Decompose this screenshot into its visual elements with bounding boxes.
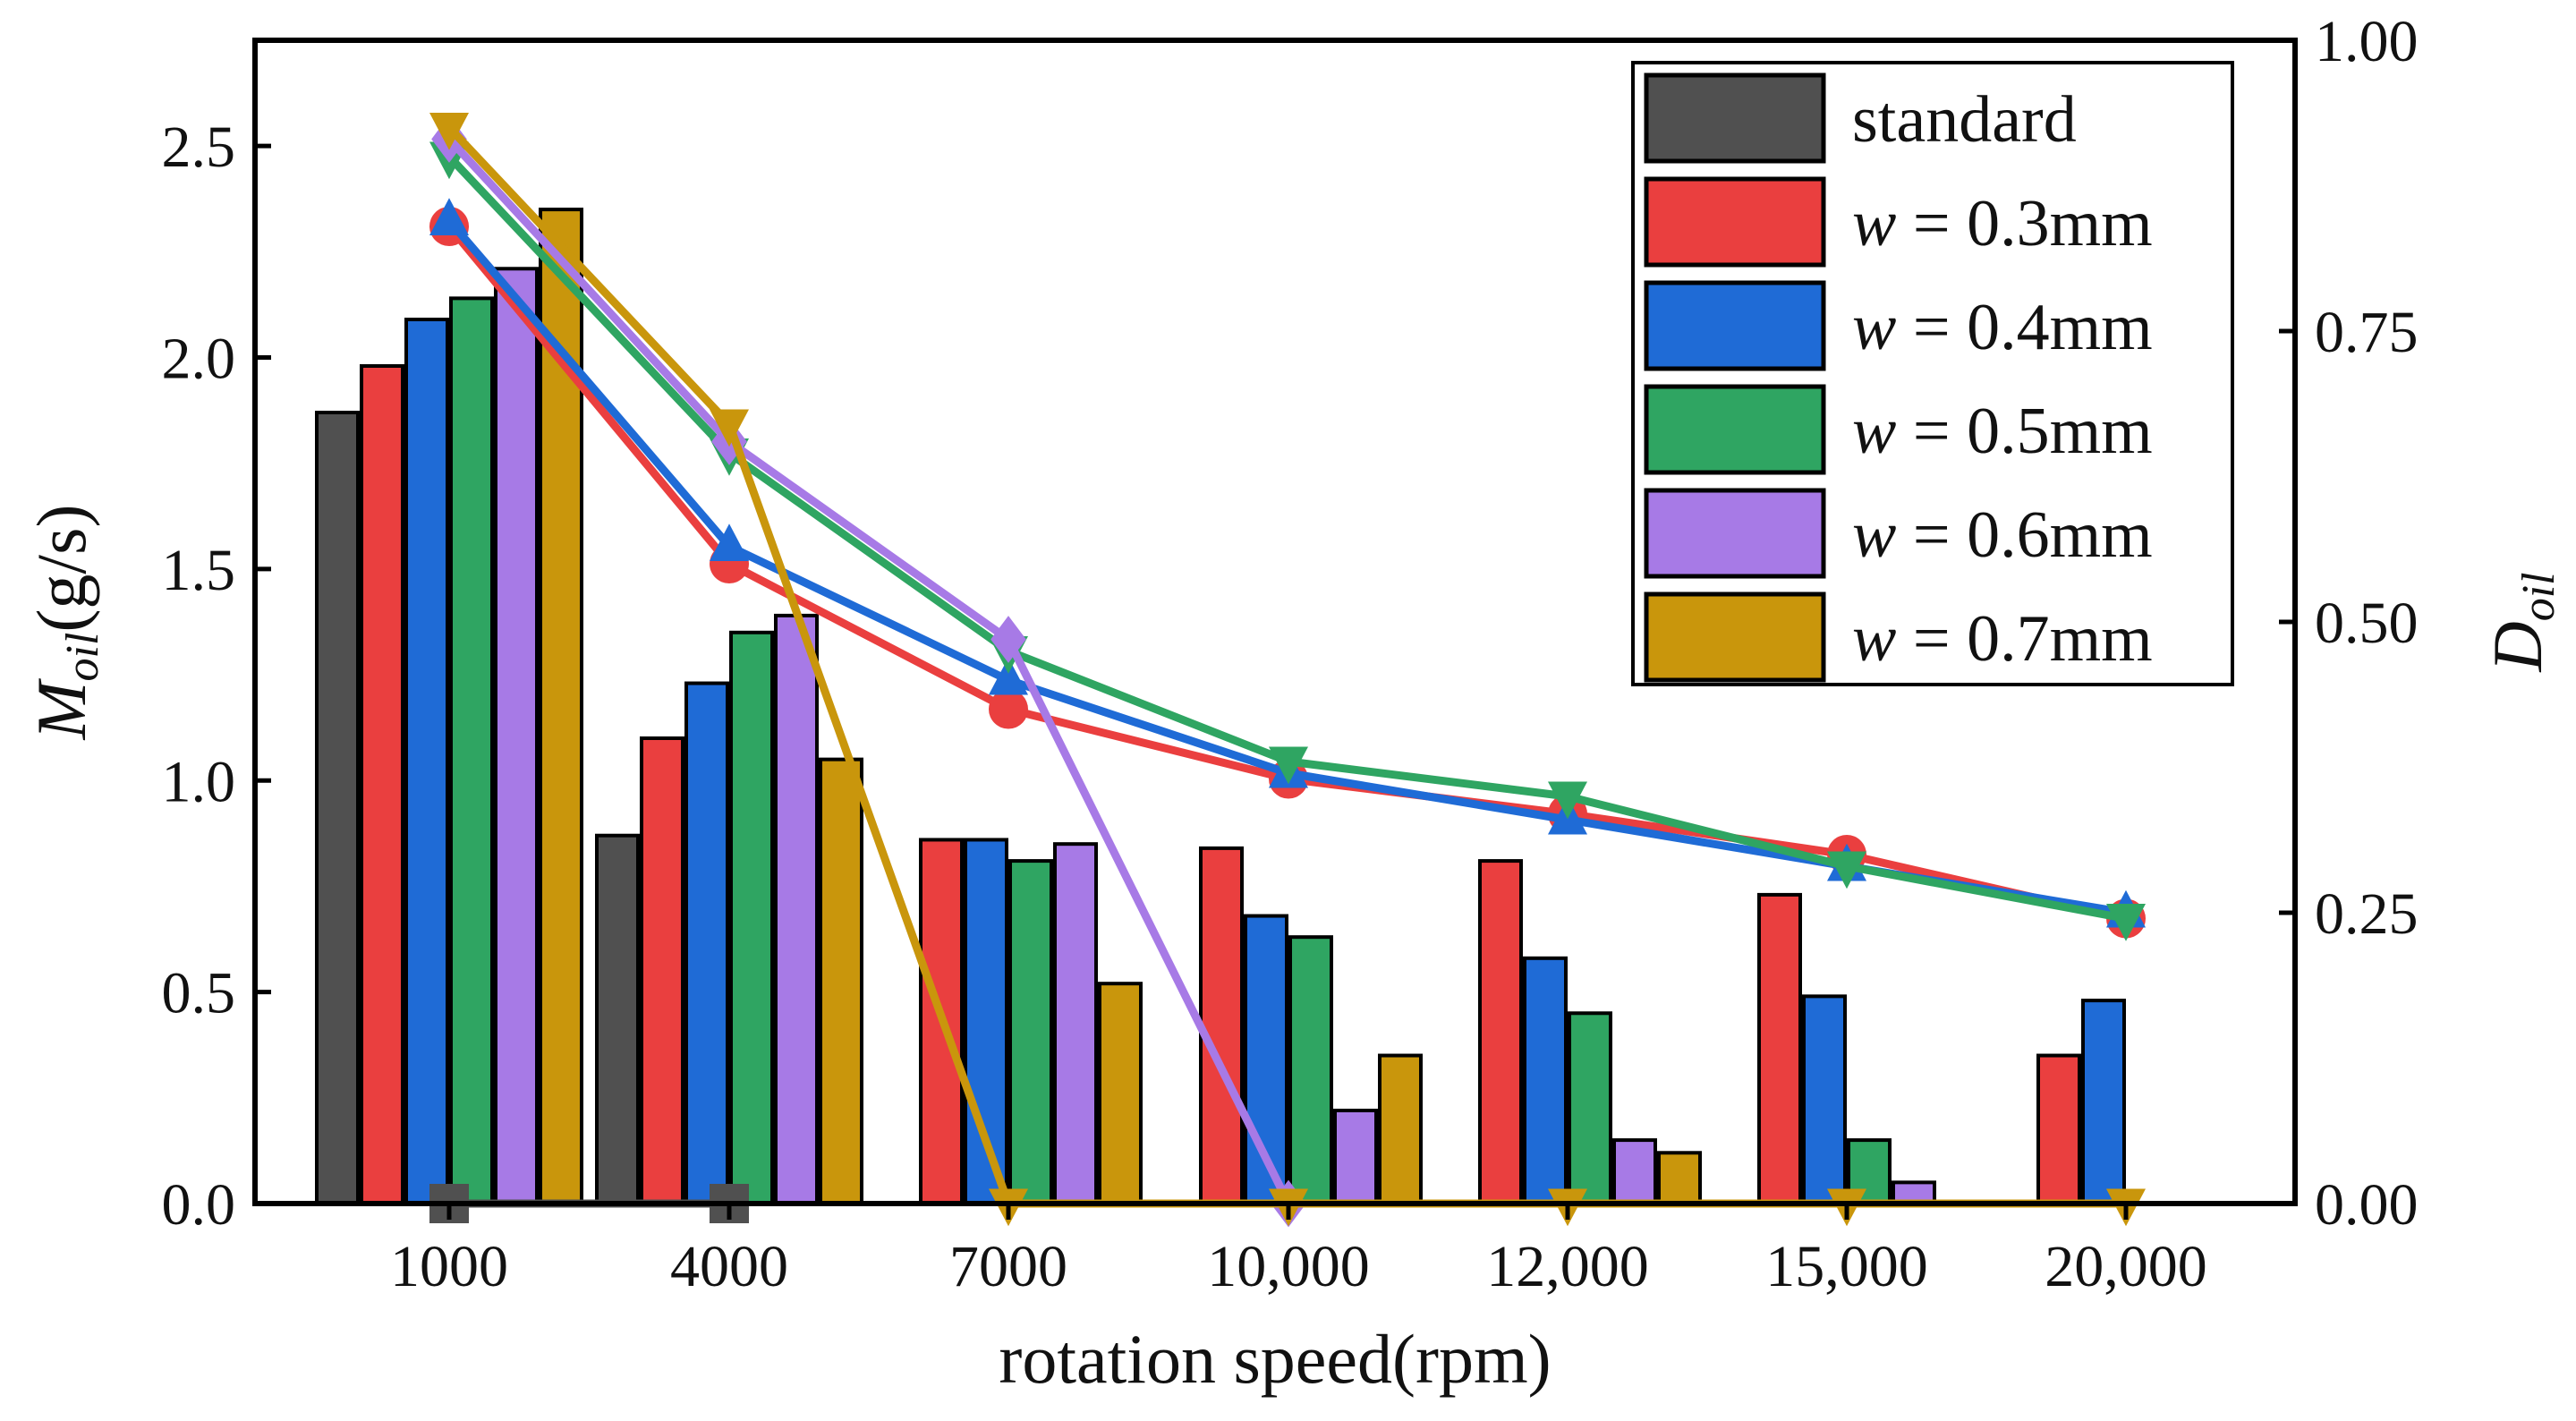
legend-label: w = 0.4mm (1852, 291, 2153, 364)
legend-swatch-w-0-7mm (1644, 591, 1826, 683)
bar-layer (315, 208, 2126, 1206)
bar-w-0-3mm-15,000 (1757, 892, 1802, 1206)
y2-axis-title: Doil (2478, 572, 2564, 672)
bar-w-0-5mm-4000 (729, 630, 774, 1205)
y-axis-title: Moil(g/s) (22, 505, 108, 741)
legend-box (1631, 61, 2234, 686)
bar-w-0-3mm-12,000 (1478, 859, 1523, 1205)
y-tick-label: 0.5 (162, 961, 236, 1026)
legend-swatch-w-0-3mm (1644, 176, 1826, 268)
legend-label: w = 0.3mm (1852, 187, 2153, 260)
marker-w-0-6mm-7000 (990, 616, 1026, 663)
bar-w-0-6mm-4000 (774, 613, 819, 1205)
marker-w-0-7mm-4000 (710, 409, 749, 447)
y-tick-label: 1.0 (162, 749, 236, 814)
bar-w-0-7mm-12,000 (1657, 1151, 1702, 1205)
bar-w-0-6mm-10,000 (1333, 1109, 1378, 1205)
y2-axis-title-sub: oil (2513, 572, 2564, 621)
legend-label-var: w (1852, 291, 1896, 364)
marker-w-0-7mm-1000 (429, 113, 469, 150)
bar-w-0-7mm-7000 (1098, 982, 1143, 1205)
legend-label: standard (1852, 83, 2077, 157)
tick-layer: 0.0 0.5 1.0 1.5 2.0 2.5 0.00 0.25 0.50 0.75 1.00 10… (162, 9, 2419, 1299)
legend-swatch-standard (1644, 72, 1826, 164)
legend-label-value: standard (1852, 83, 2077, 157)
marker-w-0-5mm-10,000 (1269, 746, 1308, 785)
x-tick-label: 15,000 (1765, 1234, 1928, 1299)
bar-w-0-7mm-4000 (819, 757, 863, 1205)
legend-label-var: w (1852, 498, 1896, 572)
legend-swatch-w-0-4mm (1644, 280, 1826, 371)
marker-w-0-3mm-7000 (989, 689, 1028, 729)
y2-tick-label: 0.25 (2315, 881, 2419, 947)
marker-w-0-5mm-12,000 (1548, 781, 1587, 820)
y-axis-title-sub: oil (57, 633, 108, 682)
bar-w-0-3mm-4000 (640, 736, 684, 1205)
bar-w-0-6mm-7000 (1053, 842, 1098, 1205)
legend-label-var: w (1852, 602, 1896, 676)
y2-tick-label: 0.75 (2315, 300, 2419, 365)
legend-label-var: w (1852, 187, 1896, 260)
bar-w-0-4mm-12,000 (1523, 956, 1568, 1206)
legend-label-value: = 0.3mm (1896, 187, 2152, 260)
marker-w-0-4mm-4000 (710, 523, 749, 561)
bar-standard-4000 (595, 833, 640, 1206)
legend-swatch-w-0-6mm (1644, 488, 1826, 579)
y2-tick-label: 0.00 (2315, 1172, 2419, 1238)
bar-w-0-6mm-12,000 (1612, 1138, 1657, 1206)
legend-label-value: = 0.4mm (1896, 291, 2152, 364)
x-tick-label: 12,000 (1486, 1234, 1649, 1299)
legend-label-var: w (1852, 395, 1896, 468)
y2-tick-label: 0.50 (2315, 591, 2419, 656)
bar-w-0-5mm-1000 (449, 296, 494, 1205)
y-tick-label: 0.0 (162, 1172, 236, 1238)
bar-w-0-3mm-20,000 (2036, 1053, 2081, 1205)
x-tick-label: 1000 (390, 1234, 508, 1299)
bar-w-0-4mm-15,000 (1802, 994, 1847, 1206)
x-tick-label: 10,000 (1207, 1234, 1370, 1299)
y-tick-label: 2.0 (162, 327, 236, 392)
line-w-0-6mm (446, 136, 1293, 1206)
bar-w-0-3mm-1000 (360, 364, 404, 1205)
legend-label-value: = 0.6mm (1896, 498, 2152, 572)
bar-w-0-3mm-10,000 (1199, 846, 1244, 1206)
bar-w-0-4mm-20,000 (2081, 999, 2126, 1206)
marker-w-0-4mm-7000 (989, 657, 1028, 695)
legend-swatch-w-0-5mm (1644, 384, 1826, 475)
bar-w-0-5mm-10,000 (1288, 935, 1333, 1205)
legend-label-value: = 0.7mm (1896, 602, 2152, 676)
x-tick-label: 4000 (670, 1234, 788, 1299)
marker-w-0-4mm-1000 (429, 198, 469, 235)
bar-w-0-5mm-12,000 (1568, 1011, 1612, 1205)
y-tick-label: 2.5 (162, 115, 236, 180)
y2-axis-title-main: D (2478, 621, 2556, 672)
marker-w-0-5mm-15,000 (1827, 851, 1866, 889)
x-tick-label: 20,000 (2045, 1234, 2207, 1299)
bar-w-0-6mm-1000 (494, 267, 539, 1206)
y2-tick-label: 1.00 (2315, 9, 2419, 74)
y-axis-title-main: M (22, 677, 100, 740)
marker-w-0-5mm-20,000 (2106, 904, 2146, 941)
y-axis-title-unit: (g/s) (22, 505, 100, 633)
bar-w-0-5mm-7000 (1008, 859, 1053, 1205)
legend-label: w = 0.5mm (1852, 395, 2153, 468)
legend-label: w = 0.7mm (1852, 602, 2153, 676)
bar-standard-1000 (315, 411, 360, 1205)
bar-w-0-7mm-10,000 (1378, 1053, 1423, 1205)
bar-w-0-7mm-1000 (539, 208, 583, 1205)
legend-label-value: = 0.5mm (1896, 395, 2152, 468)
x-tick-label: 7000 (949, 1234, 1067, 1299)
x-axis-title: rotation speed(rpm) (999, 1320, 1551, 1398)
bar-w-0-4mm-4000 (684, 681, 729, 1205)
legend-label: w = 0.6mm (1852, 498, 2153, 572)
y-tick-label: 1.5 (162, 538, 236, 603)
bar-w-0-4mm-1000 (404, 318, 449, 1205)
